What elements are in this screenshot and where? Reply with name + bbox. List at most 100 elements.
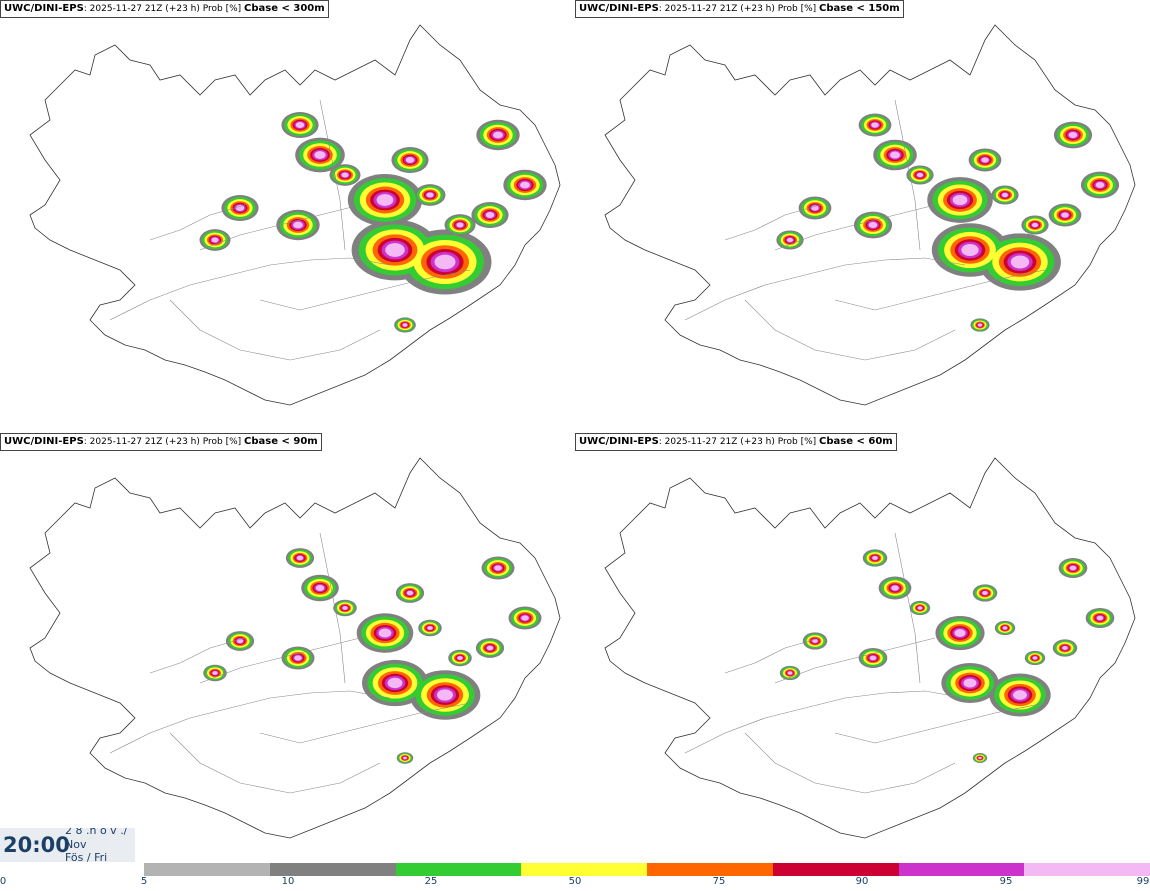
colorbar-segment [269, 863, 396, 876]
probability-contour [494, 565, 502, 571]
probability-contour [293, 221, 303, 229]
probability-contour [871, 122, 879, 128]
probability-contour [978, 756, 982, 760]
road-line [684, 690, 966, 754]
road-line [744, 299, 956, 361]
probability-contour [314, 151, 326, 159]
colorbar-tick-label: 95 [999, 876, 1013, 887]
colorbar-tick-label: 25 [424, 876, 438, 887]
probability-contour [403, 756, 407, 760]
colorbar-tick-label: 10 [281, 876, 295, 887]
probability-contour [1002, 626, 1008, 630]
probability-contour [954, 629, 966, 637]
road-line [774, 204, 936, 251]
panel-title: UWC/DINI-EPS: 2025-11-27 21Z (+23 h) Pro… [575, 433, 897, 451]
probability-contour [916, 172, 924, 178]
road-line [199, 637, 361, 684]
probability-contour [315, 585, 325, 591]
probability-contour [405, 157, 415, 163]
road-line [834, 702, 1046, 744]
probability-contour [402, 323, 408, 327]
road-line [894, 532, 921, 684]
probability-contour [342, 606, 348, 610]
probability-contour [235, 205, 245, 211]
road-line [169, 732, 381, 794]
probability-contour [1062, 646, 1068, 650]
road-line [199, 204, 361, 251]
map-panel-60m: UWC/DINI-EPS: 2025-11-27 21Z (+23 h) Pro… [575, 433, 1150, 863]
colorbar-segment [521, 863, 647, 876]
probability-contour [341, 172, 349, 178]
probability-contour [376, 194, 394, 206]
panel-title: UWC/DINI-EPS: 2025-11-27 21Z (+23 h) Pro… [575, 0, 904, 18]
probability-contour [211, 237, 219, 243]
probability-contour [385, 243, 405, 257]
iceland-map [604, 24, 1136, 406]
colorbar-segment [772, 863, 899, 876]
probability-contour [961, 243, 979, 257]
valid-time-box: 20:00 2 8 .n ó v ./ Nov Fös / Fri [0, 828, 135, 862]
road-line [149, 637, 246, 674]
probability-contour [378, 628, 392, 638]
probability-contour [868, 221, 878, 229]
probability-contour [521, 615, 529, 621]
probability-contour [212, 671, 218, 675]
road-line [319, 99, 346, 251]
probability-contour [890, 151, 900, 159]
probability-contour [1061, 212, 1069, 218]
probability-contour [520, 181, 530, 189]
map-panel-150m: UWC/DINI-EPS: 2025-11-27 21Z (+23 h) Pro… [575, 0, 1150, 430]
road-line [149, 204, 246, 241]
probability-contour [1010, 255, 1030, 269]
colorbar-tick-label: 99 [1136, 876, 1150, 887]
road-line [684, 257, 966, 321]
probability-contour [437, 689, 453, 701]
probability-contour [485, 212, 495, 218]
valid-hour: 20:00 [3, 833, 70, 857]
road-line [319, 532, 346, 684]
probability-contour [434, 254, 456, 270]
probability-contour [387, 677, 403, 689]
probability-contour [493, 131, 503, 139]
probability-contour [1096, 615, 1104, 621]
road-line [169, 299, 381, 361]
panel-title: UWC/DINI-EPS: 2025-11-27 21Z (+23 h) Pro… [0, 0, 329, 18]
probability-contour [1013, 690, 1027, 700]
colorbar-tick-label: 90 [855, 876, 869, 887]
probability-contour [296, 555, 304, 561]
colorbar-segment [144, 863, 270, 876]
road-line [774, 637, 936, 684]
colorbar-tick-label: 0 [0, 876, 7, 887]
probability-contour [486, 645, 494, 651]
valid-date: 2 8 .n ó v ./ [65, 828, 128, 837]
probability-contour [406, 590, 414, 596]
probability-contour [869, 655, 877, 661]
probability-contour [456, 222, 464, 228]
probability-contour [1031, 222, 1039, 228]
probability-contour [1068, 131, 1078, 139]
probability-contour [426, 192, 434, 198]
valid-month: Nov [65, 838, 87, 851]
probability-contour [1095, 181, 1105, 189]
iceland-map [29, 457, 561, 839]
colorbar-tick-label: 5 [140, 876, 148, 887]
probability-contour [963, 678, 977, 688]
map-panel-300m: UWC/DINI-EPS: 2025-11-27 21Z (+23 h) Pro… [0, 0, 575, 430]
road-line [259, 702, 471, 744]
probability-contour [786, 237, 794, 243]
probability-contour [427, 626, 433, 630]
probability-contour [982, 591, 988, 595]
probability-contour [917, 606, 923, 610]
colorbar-segment [395, 863, 522, 876]
road-line [724, 204, 821, 241]
colorbar-segment [898, 863, 1025, 876]
road-line [259, 269, 471, 311]
probability-contour [787, 671, 793, 675]
coastline [604, 457, 1136, 839]
probability-contour [1032, 656, 1038, 660]
probability-contour [981, 157, 989, 163]
probability-contour [294, 655, 302, 661]
road-line [724, 637, 821, 674]
colorbar-ticks: 0 5 10 25 50 75 90 95 99 [0, 876, 1150, 890]
valid-day: Fös / Fri [65, 851, 108, 863]
